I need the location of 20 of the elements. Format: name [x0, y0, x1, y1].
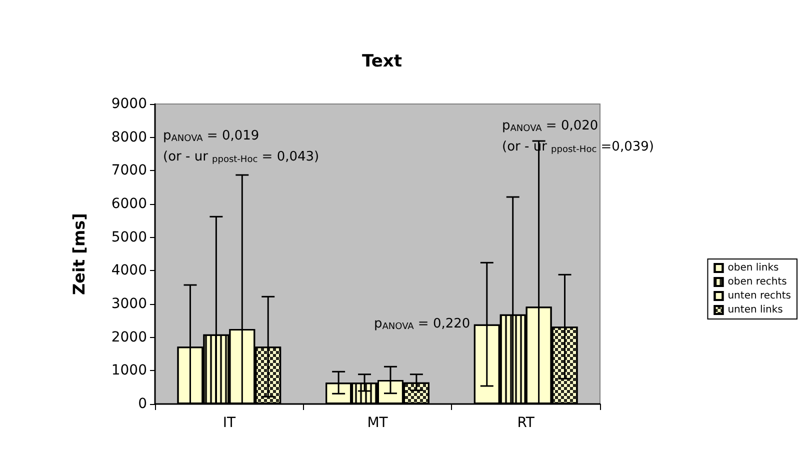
chart-title: Text [362, 52, 402, 72]
y-tick-label: 3000 [111, 296, 147, 312]
y-tick-label: 5000 [111, 229, 147, 246]
y-tick-label: 7000 [111, 162, 147, 179]
x-tick-label: IT [222, 415, 236, 431]
y-tick-label: 6000 [111, 196, 147, 212]
y-tick-label: 4000 [111, 262, 147, 279]
x-tick-label: MT [367, 415, 388, 431]
legend-label: unten links [728, 304, 783, 316]
legend-label: unten rechts [728, 290, 792, 302]
y-tick-label: 1000 [111, 362, 147, 379]
y-axis-title: Zeit [ms] [70, 213, 88, 295]
y-tick-label: 9000 [111, 96, 147, 112]
y-tick-label: 0 [138, 396, 147, 412]
legend-label: oben links [728, 262, 779, 274]
y-tick-label: 2000 [111, 329, 147, 346]
legend-label: oben rechts [728, 276, 787, 288]
y-tick-label: 8000 [111, 129, 147, 146]
x-tick-label: RT [517, 415, 535, 431]
annotation: (or - ur ppost-Hoc = 0,043) [163, 150, 320, 165]
